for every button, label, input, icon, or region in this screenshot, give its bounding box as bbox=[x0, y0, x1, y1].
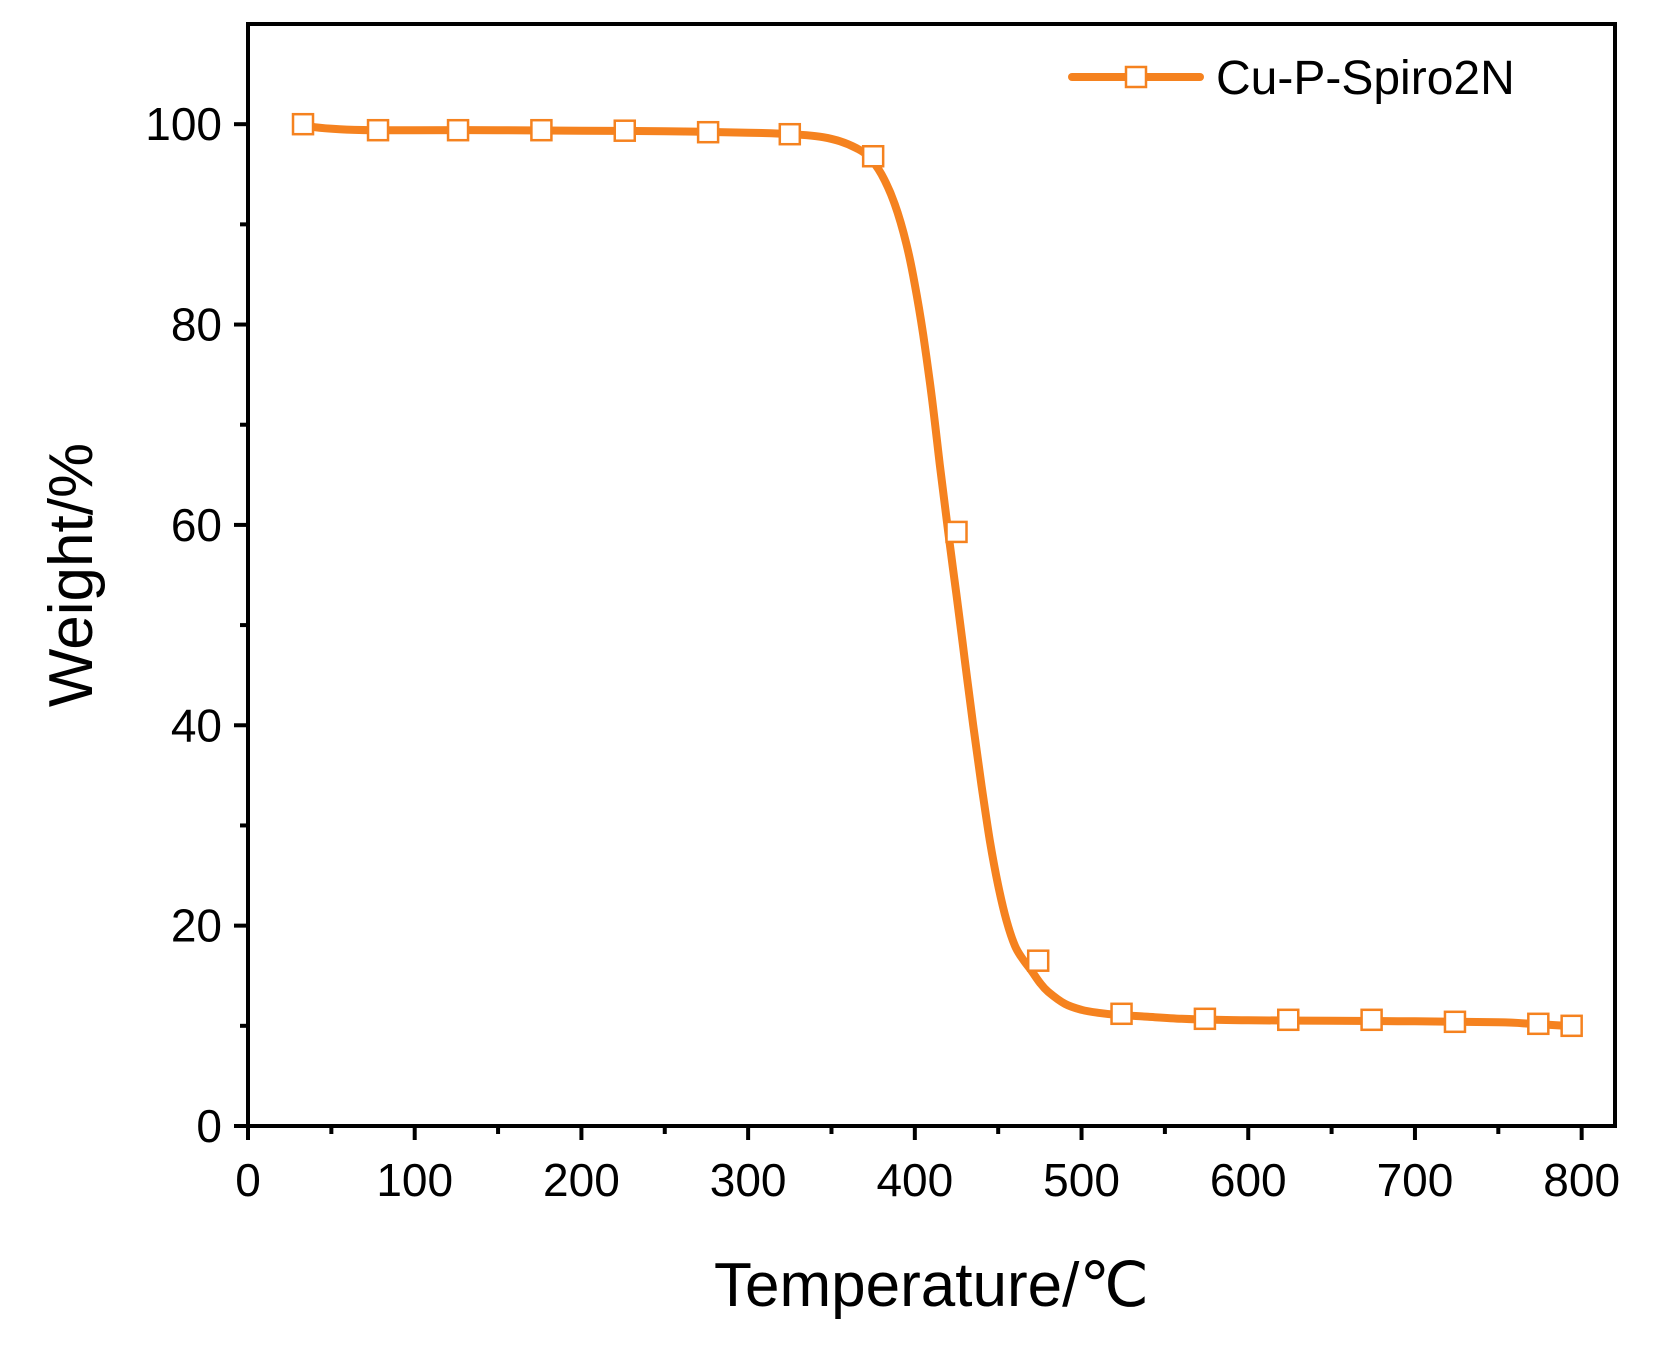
x-tick-label: 700 bbox=[1377, 1154, 1454, 1206]
x-tick-label: 200 bbox=[543, 1154, 620, 1206]
legend-label: Cu-P-Spiro2N bbox=[1216, 52, 1515, 105]
axis-ticks bbox=[234, 122, 1584, 1140]
data-point-marker bbox=[861, 144, 885, 168]
x-tick-label: 500 bbox=[1043, 1154, 1120, 1206]
data-point-marker bbox=[1527, 1012, 1550, 1036]
y-tick-label: 100 bbox=[145, 98, 222, 150]
data-point-marker bbox=[778, 122, 802, 146]
legend-marker-swatch bbox=[1124, 65, 1148, 89]
x-tick-label: 100 bbox=[376, 1154, 453, 1206]
y-axis-title: Weight/% bbox=[37, 443, 106, 707]
x-axis-title: Temperature/℃ bbox=[714, 1251, 1149, 1320]
series-line bbox=[299, 120, 1569, 1030]
data-point-marker bbox=[1443, 1010, 1467, 1034]
data-point-marker bbox=[291, 112, 315, 136]
y-tick-label: 0 bbox=[196, 1100, 222, 1152]
y-tick-label: 80 bbox=[171, 299, 222, 351]
x-tick-label: 400 bbox=[876, 1154, 953, 1206]
x-tick-label: 800 bbox=[1543, 1154, 1620, 1206]
x-tick-label: 300 bbox=[710, 1154, 787, 1206]
tick-labels: 0 100 200 300 400 500 600 700 800 0 20 40 60 80 100 bbox=[145, 98, 1620, 1206]
data-point-marker bbox=[945, 520, 968, 544]
data-point-marker bbox=[1110, 1002, 1133, 1026]
y-tick-label: 60 bbox=[171, 499, 222, 551]
x-tick-label: 600 bbox=[1210, 1154, 1287, 1206]
data-point-marker bbox=[1193, 1007, 1217, 1031]
data-point-marker bbox=[1277, 1008, 1300, 1032]
y-tick-label: 40 bbox=[171, 699, 222, 751]
data-point-marker bbox=[696, 120, 720, 144]
data-point-marker bbox=[1560, 1014, 1583, 1038]
data-point-marker bbox=[530, 118, 553, 142]
plot-frame bbox=[246, 22, 1617, 1128]
series-layer bbox=[291, 112, 1583, 1038]
legend: Cu-P-Spiro2N bbox=[1068, 52, 1515, 105]
y-tick-label: 20 bbox=[171, 900, 222, 952]
x-tick-label: 0 bbox=[235, 1154, 261, 1206]
data-point-marker bbox=[613, 119, 637, 142]
data-point-marker bbox=[446, 118, 470, 142]
data-point-marker bbox=[1360, 1008, 1383, 1032]
data-point-marker bbox=[1026, 949, 1050, 972]
data-point-marker bbox=[366, 118, 390, 142]
